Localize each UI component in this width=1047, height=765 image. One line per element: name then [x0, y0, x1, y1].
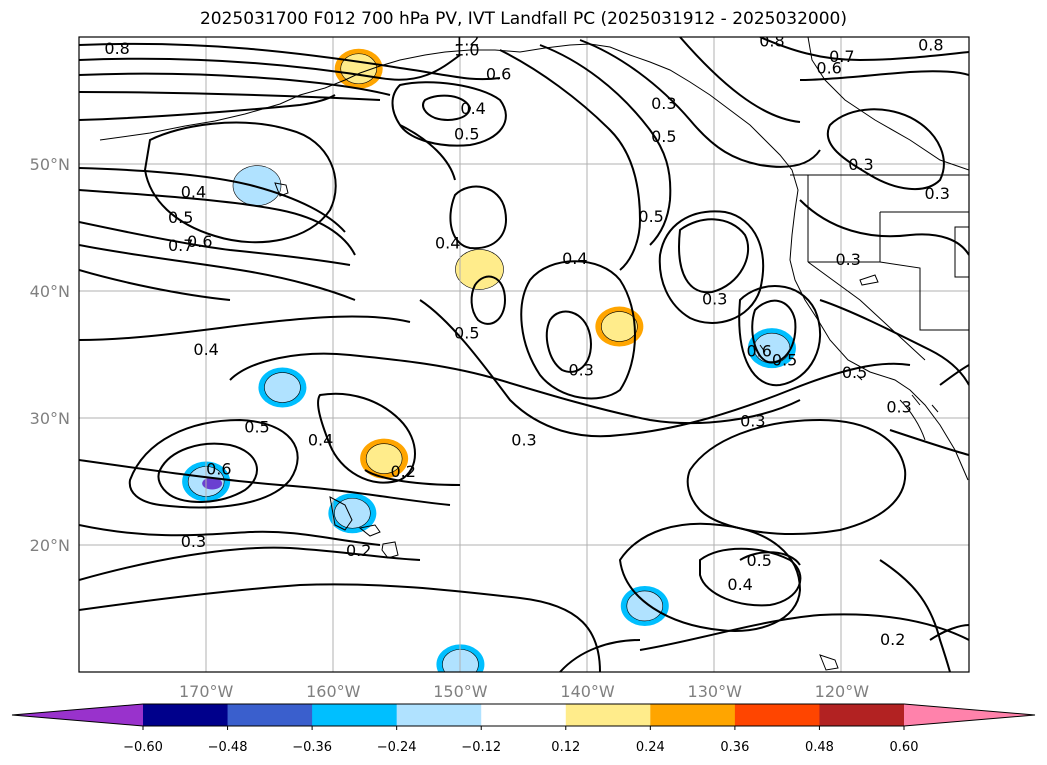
colorbar-segment	[396, 704, 482, 726]
pv-contours-thin	[899, 399, 926, 441]
contour-label: 0.6	[746, 341, 771, 360]
contour-label: 0.8	[759, 32, 784, 51]
colorbar-tick-label: −0.36	[292, 740, 332, 755]
contour-label: 0.3	[181, 532, 206, 551]
contour-label: 0.4	[435, 234, 460, 253]
colorbar-tick-label: 0.48	[805, 740, 834, 755]
lon-tick-label: 160°W	[306, 682, 361, 701]
map-frame	[78, 36, 970, 673]
contour-label: 0.8	[918, 35, 943, 54]
latitude-ticks: 50°N 40°N 30°N 20°N	[30, 155, 70, 555]
lat-tick-label: 30°N	[30, 409, 70, 428]
chart-title: 2025031700 F012 700 hPa PV, IVT Landfall…	[199, 9, 847, 29]
colorbar-tick-label: 0.12	[551, 740, 580, 755]
shaded-region-positive	[360, 438, 409, 479]
contour-label: 0.5	[651, 127, 676, 146]
colorbar-segment	[227, 704, 313, 726]
colorbar-segment	[312, 704, 398, 726]
lat-tick-label: 20°N	[30, 536, 70, 555]
contour-label: 0.3	[511, 430, 536, 449]
contour-label: 0.5	[244, 418, 269, 437]
colorbar-segment	[481, 704, 567, 726]
contour-label: 0.5	[638, 207, 663, 226]
coastlines	[99, 37, 969, 671]
contour-label: 0.2	[390, 462, 415, 481]
contour-label: 0.5	[772, 350, 797, 369]
contour-label: 0.2	[346, 541, 371, 560]
colorbar-tick-label: −0.48	[208, 740, 248, 755]
colorbar-tick-label: 0.36	[720, 740, 749, 755]
colorbar: −0.60 −0.48 −0.36 −0.24 −0.12 0.12 0.24 0.36 0.4…	[11, 703, 1036, 755]
contour-label: 0.4	[460, 99, 485, 118]
longitude-ticks: 170°W 160°W 150°W 140°W 130°W 120°W	[179, 682, 869, 701]
contour-label: 0.4	[727, 575, 752, 594]
colorbar-tick-label: 0.60	[890, 740, 919, 755]
contour-label: 0.2	[880, 630, 905, 649]
contour-label: 0.4	[193, 340, 218, 359]
shaded-region-negative	[232, 165, 282, 206]
contour-label: 0.7	[829, 47, 854, 66]
contour-label: 0.6	[206, 460, 231, 479]
colorbar-extend-min	[12, 704, 143, 726]
shaded-region-positive	[455, 249, 504, 290]
contour-label: 0.5	[842, 363, 867, 382]
colorbar-tick-label: −0.12	[461, 740, 501, 755]
shaded-region-negative	[328, 493, 377, 534]
contour-label: 0.5	[168, 208, 193, 227]
contour-label: 0.3	[835, 250, 860, 269]
lon-tick-label: 150°W	[433, 682, 488, 701]
contour-label: 0.3	[651, 94, 676, 113]
lat-tick-label: 40°N	[30, 282, 70, 301]
colorbar-segment	[565, 704, 651, 726]
colorbar-segment	[819, 704, 905, 726]
contour-labels: 0.8 1.21.00.60.40.50.80.70.80.60.30.50.30…	[104, 30, 950, 649]
contour-label: 0.8	[104, 39, 129, 58]
contour-label: 0.5	[746, 551, 771, 570]
colorbar-tick-label: −0.60	[123, 740, 163, 755]
lon-tick-label: 170°W	[179, 682, 234, 701]
colorbar-extend-max	[904, 704, 1035, 726]
lon-tick-label: 130°W	[688, 682, 743, 701]
contour-label: 0.4	[308, 430, 333, 449]
colorbar-tick-label: 0.24	[636, 740, 665, 755]
contour-label: 0.3	[702, 289, 727, 308]
contour-label: 0.3	[924, 184, 949, 203]
lon-tick-label: 120°W	[815, 682, 870, 701]
contour-label: 0.6	[486, 65, 511, 84]
colorbar-segment	[143, 704, 229, 726]
colorbar-tick-label: −0.24	[377, 740, 417, 755]
contour-label: 0.3	[568, 361, 593, 380]
contour-label: 0.3	[848, 155, 873, 174]
contour-label: 0.5	[454, 124, 479, 143]
shaded-region-negative	[620, 585, 669, 626]
shaded-region-positive	[595, 306, 644, 347]
contour-label: 0.4	[562, 249, 587, 268]
lat-tick-label: 50°N	[30, 155, 70, 174]
contour-label: 0.3	[740, 411, 765, 430]
colorbar-segment	[650, 704, 736, 726]
colorbar-segment	[734, 704, 820, 726]
pv-contours	[79, 37, 969, 672]
shaded-anomaly-layer	[182, 48, 796, 672]
contour-label: 0.4	[181, 183, 206, 202]
contour-label: 1.2	[454, 30, 479, 49]
contour-label: 1.0	[454, 40, 479, 59]
contour-label: 0.3	[886, 397, 911, 416]
contour-label: 0.6	[187, 232, 212, 251]
shaded-region-positive	[334, 48, 383, 89]
contour-label: 0.5	[454, 324, 479, 343]
contour-label: 0.6	[816, 58, 841, 77]
lon-tick-label: 140°W	[560, 682, 615, 701]
contour-label: 0.7	[168, 236, 193, 255]
shaded-region-negative	[258, 367, 307, 408]
